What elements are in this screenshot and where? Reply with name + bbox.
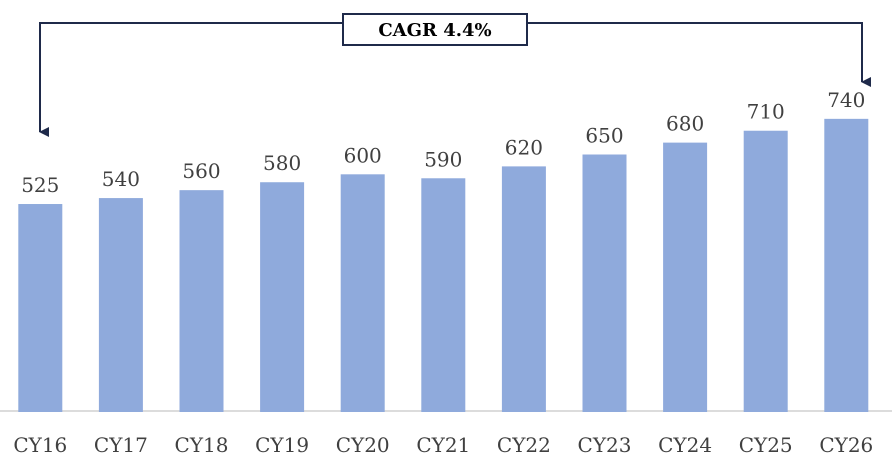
cagr-arrow-right (527, 22, 871, 87)
value-label: 580 (263, 151, 301, 175)
value-label: 590 (424, 147, 462, 171)
value-label: 740 (827, 88, 865, 112)
value-label: 525 (21, 173, 59, 197)
x-tick-label: CY16 (13, 433, 67, 457)
x-tick-label: CY20 (336, 433, 390, 457)
x-tick-label: CY24 (658, 433, 712, 457)
bar (340, 174, 385, 412)
x-tick-label: CY17 (94, 433, 148, 457)
value-label: 540 (102, 167, 140, 191)
value-label: 680 (666, 112, 704, 136)
x-tick-label: CY22 (497, 433, 551, 457)
annotation-box (342, 13, 528, 46)
bar (663, 142, 708, 412)
value-label: 620 (505, 135, 543, 159)
bar (743, 130, 788, 412)
x-tick-label: CY26 (819, 433, 873, 457)
value-label: 710 (747, 100, 785, 124)
x-tick-label: CY21 (416, 433, 470, 457)
value-label: 560 (182, 159, 220, 183)
bar (501, 166, 546, 412)
x-tick-label: CY25 (739, 433, 793, 457)
x-tick-label: CY23 (578, 433, 632, 457)
bar (582, 154, 627, 412)
bar (98, 198, 143, 412)
value-label: 600 (344, 143, 382, 167)
cagr-arrow-left (39, 22, 343, 137)
bar (179, 190, 224, 412)
x-tick-label: CY18 (175, 433, 229, 457)
bar (421, 178, 466, 412)
bar (824, 118, 869, 412)
x-tick-label: CY19 (255, 433, 309, 457)
bar (260, 182, 305, 412)
annotation: CAGR 4.4% (378, 20, 491, 41)
value-label: 650 (585, 124, 623, 148)
bar (18, 204, 63, 412)
